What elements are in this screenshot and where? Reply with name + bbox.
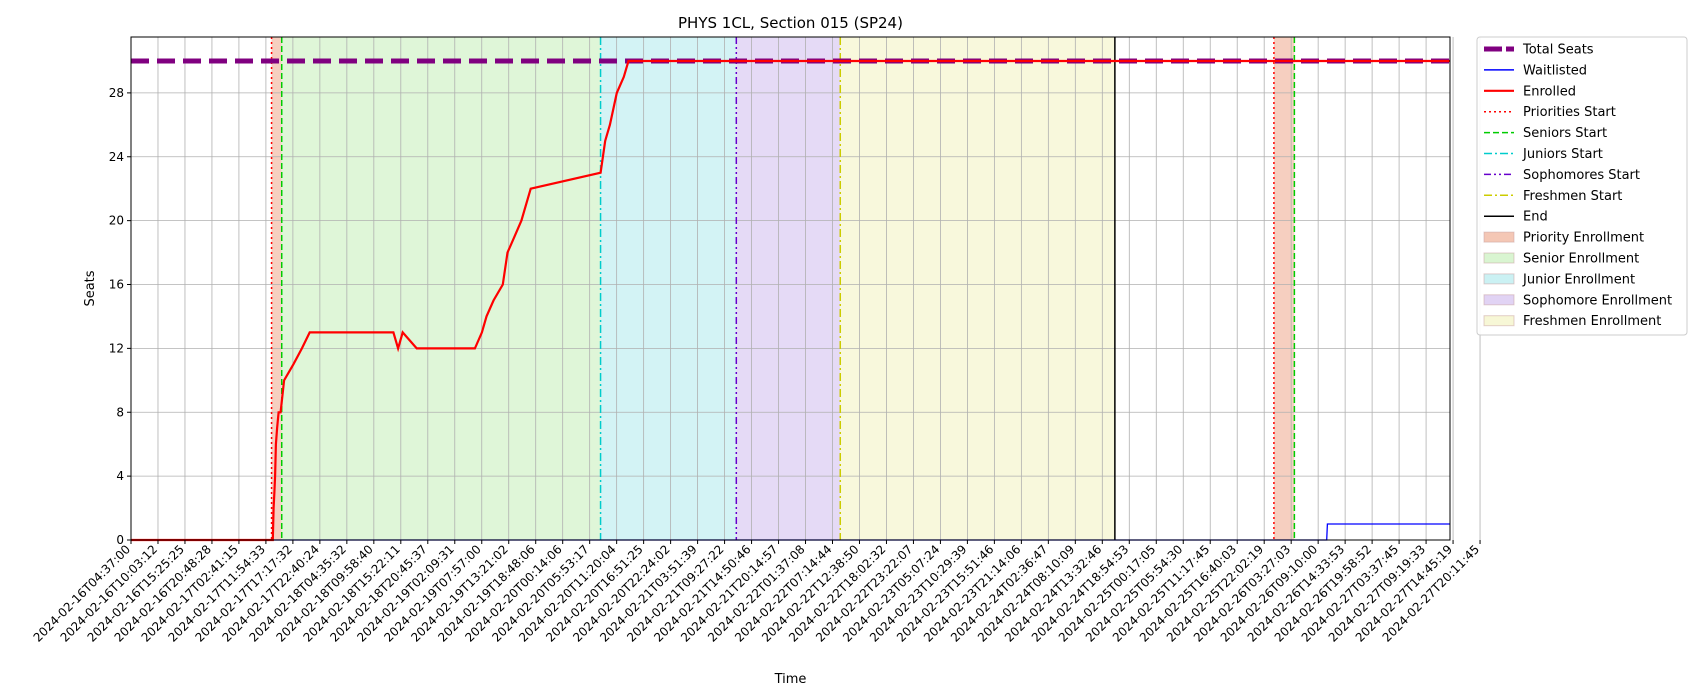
series-lines — [131, 37, 1450, 542]
y-tick-label: 28 — [109, 86, 124, 100]
legend-freshmen-start-label: Freshmen Start — [1523, 189, 1622, 204]
plot-frame — [130, 36, 1451, 541]
legend-end-label: End — [1523, 210, 1548, 225]
legend-box — [1476, 36, 1688, 336]
y-tick-label: 24 — [109, 150, 124, 164]
y-tick-label: 0 — [116, 533, 124, 547]
y-tick-label: 12 — [109, 341, 124, 355]
band-priority-enrollment — [271, 37, 282, 540]
band-junior-enrollment — [600, 37, 737, 540]
x-axis-ticks: 2024-02-16T04:37:002024-02-16T10:03:1220… — [31, 540, 1482, 645]
enrollment-bands — [271, 37, 1295, 540]
legend-senior-enrollment-label: Senior Enrollment — [1523, 252, 1639, 267]
legend-waitlisted-label: Waitlisted — [1523, 63, 1587, 78]
legend-priority-enrollment-label: Priority Enrollment — [1523, 231, 1644, 246]
band-freshmen-enrollment — [840, 37, 1115, 540]
y-tick-label: 16 — [109, 278, 124, 292]
legend-senior-enrollment-swatch — [1483, 252, 1515, 264]
legend-seniors-start-label: Seniors Start — [1523, 126, 1607, 141]
legend-juniors-start-label: Juniors Start — [1522, 147, 1603, 162]
legend: Total Seats Waitlisted Enrolled Priorities … — [1476, 36, 1688, 336]
y-axis-ticks: 0 4 8 12 16 20 24 28 — [109, 86, 131, 547]
legend-sophomore-enrollment-swatch — [1483, 294, 1515, 306]
band-priority-enrollment-2 — [1273, 37, 1295, 540]
enrolled-line — [131, 59, 1450, 542]
band-sophomore-enrollment — [736, 37, 841, 540]
legend-freshmen-enrollment-swatch — [1483, 315, 1515, 327]
legend-junior-enrollment-label: Junior Enrollment — [1522, 272, 1635, 287]
chart-title: PHYS 1CL, Section 015 (SP24) — [678, 14, 903, 32]
legend-sophomore-enrollment-label: Sophomore Enrollment — [1523, 293, 1672, 308]
legend-freshmen-enrollment-label: Freshmen Enrollment — [1523, 314, 1661, 329]
y-axis-label: Seats — [83, 270, 98, 306]
y-tick-label: 8 — [116, 405, 124, 419]
y-tick-label: 4 — [116, 469, 124, 483]
x-axis-label: Time — [774, 672, 807, 687]
band-senior-enrollment — [281, 37, 601, 540]
legend-enrolled-label: Enrolled — [1523, 84, 1576, 99]
legend-total-seats-label: Total Seats — [1522, 43, 1594, 58]
legend-priorities-start-label: Priorities Start — [1523, 105, 1616, 120]
y-tick-label: 20 — [109, 214, 124, 228]
legend-junior-enrollment-swatch — [1483, 273, 1515, 285]
legend-priority-enrollment-swatch — [1483, 231, 1515, 243]
legend-sophomores-start-label: Sophomores Start — [1523, 168, 1640, 183]
